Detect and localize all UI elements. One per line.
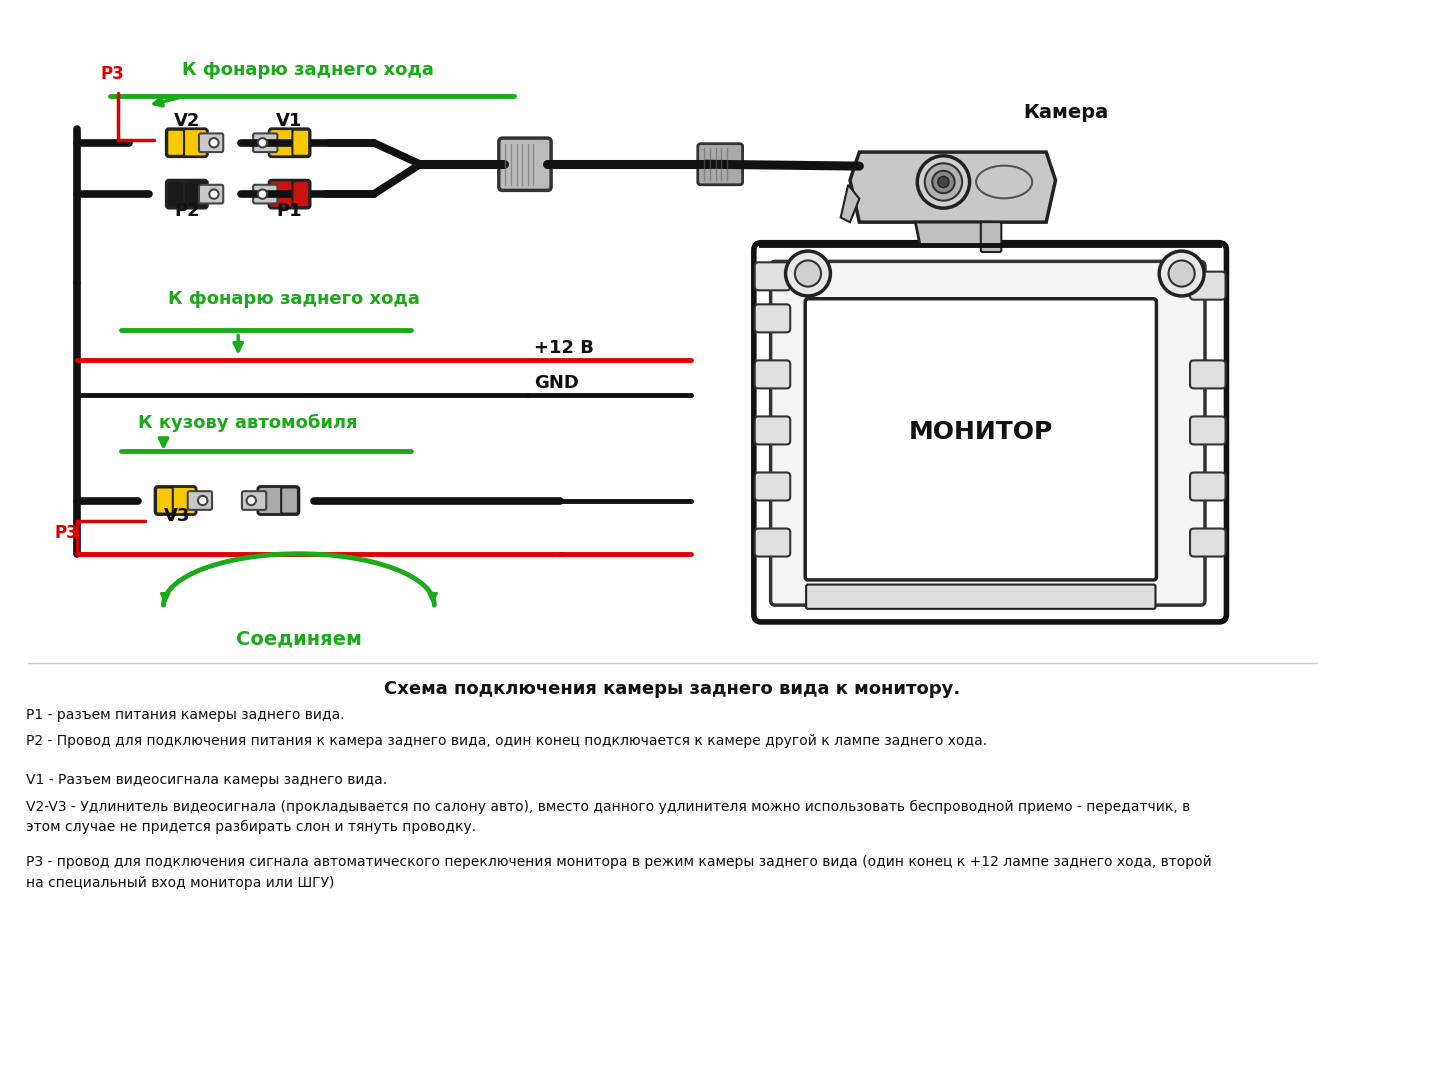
FancyBboxPatch shape — [755, 304, 791, 332]
FancyBboxPatch shape — [199, 133, 223, 152]
Text: GND: GND — [534, 374, 579, 392]
Circle shape — [258, 190, 268, 198]
Polygon shape — [841, 184, 860, 222]
Text: P1 - разъем питания камеры заднего вида.: P1 - разъем питания камеры заднего вида. — [26, 708, 344, 721]
FancyBboxPatch shape — [253, 133, 278, 152]
Text: V1 - Разъем видеосигнала камеры заднего вида.: V1 - Разъем видеосигнала камеры заднего … — [26, 773, 387, 787]
Circle shape — [917, 155, 969, 208]
Text: P2 - Провод для подключения питания к камера заднего вида, один конец подключает: P2 - Провод для подключения питания к ка… — [26, 734, 988, 748]
FancyBboxPatch shape — [698, 144, 743, 184]
FancyBboxPatch shape — [281, 488, 298, 513]
Circle shape — [1168, 260, 1195, 286]
FancyBboxPatch shape — [755, 263, 791, 291]
Text: этом случае не придется разбирать слон и тянуть проводку.: этом случае не придется разбирать слон и… — [26, 820, 477, 834]
Text: +12 В: +12 В — [534, 339, 595, 357]
Text: К фонарю заднего хода: К фонарю заднего хода — [183, 60, 435, 78]
FancyBboxPatch shape — [166, 180, 207, 208]
Text: Камера: Камера — [1022, 103, 1107, 121]
Circle shape — [795, 260, 821, 286]
FancyBboxPatch shape — [292, 130, 310, 155]
Text: Р3 - провод для подключения сигнала автоматического переключения монитора в режи: Р3 - провод для подключения сигнала авто… — [26, 855, 1212, 869]
Text: К кузову автомобиля: К кузову автомобиля — [138, 414, 359, 432]
Circle shape — [937, 177, 949, 188]
Circle shape — [924, 163, 962, 200]
Text: К фонарю заднего хода: К фонарю заднего хода — [168, 291, 420, 309]
FancyBboxPatch shape — [167, 181, 184, 207]
Text: P3: P3 — [55, 524, 78, 541]
Text: V2: V2 — [174, 111, 200, 130]
FancyBboxPatch shape — [1189, 416, 1225, 445]
FancyBboxPatch shape — [806, 584, 1155, 609]
Text: Схема подключения камеры заднего вида к монитору.: Схема подключения камеры заднего вида к … — [384, 680, 960, 698]
Text: V2-V3 - Удлинитель видеосигнала (прокладывается по салону авто), вместо данного : V2-V3 - Удлинитель видеосигнала (проклад… — [26, 800, 1191, 814]
FancyBboxPatch shape — [1189, 271, 1225, 300]
FancyBboxPatch shape — [981, 222, 1001, 252]
FancyBboxPatch shape — [1189, 360, 1225, 388]
FancyBboxPatch shape — [258, 487, 300, 515]
FancyBboxPatch shape — [242, 491, 266, 510]
Circle shape — [932, 170, 955, 193]
Circle shape — [209, 190, 219, 198]
Text: P2: P2 — [174, 202, 200, 220]
FancyBboxPatch shape — [755, 416, 791, 445]
FancyBboxPatch shape — [498, 138, 552, 191]
FancyBboxPatch shape — [1189, 528, 1225, 556]
Circle shape — [1159, 251, 1204, 296]
FancyBboxPatch shape — [166, 129, 207, 157]
Circle shape — [258, 138, 268, 148]
Text: V1: V1 — [276, 111, 302, 130]
Polygon shape — [916, 222, 991, 245]
FancyBboxPatch shape — [755, 473, 791, 501]
Circle shape — [786, 251, 831, 296]
Text: МОНИТОР: МОНИТОР — [909, 420, 1053, 444]
Text: Соединяем: Соединяем — [236, 629, 361, 649]
FancyBboxPatch shape — [156, 487, 196, 515]
Polygon shape — [850, 152, 1056, 222]
FancyBboxPatch shape — [187, 491, 212, 510]
FancyBboxPatch shape — [269, 180, 310, 208]
FancyBboxPatch shape — [755, 528, 791, 556]
Text: V3: V3 — [164, 507, 190, 525]
FancyBboxPatch shape — [292, 181, 310, 207]
FancyBboxPatch shape — [156, 488, 173, 513]
FancyBboxPatch shape — [167, 130, 184, 155]
Text: P3: P3 — [101, 65, 125, 84]
FancyBboxPatch shape — [770, 262, 1205, 605]
FancyBboxPatch shape — [253, 184, 278, 204]
FancyBboxPatch shape — [269, 129, 310, 157]
FancyBboxPatch shape — [753, 242, 1227, 622]
FancyBboxPatch shape — [199, 184, 223, 204]
FancyBboxPatch shape — [755, 360, 791, 388]
Circle shape — [209, 138, 219, 148]
Text: на специальный вход монитора или ШГУ): на специальный вход монитора или ШГУ) — [26, 876, 334, 890]
FancyBboxPatch shape — [1189, 473, 1225, 501]
Circle shape — [246, 496, 256, 505]
Text: P1: P1 — [276, 202, 302, 220]
FancyBboxPatch shape — [805, 299, 1156, 580]
Circle shape — [199, 496, 207, 505]
